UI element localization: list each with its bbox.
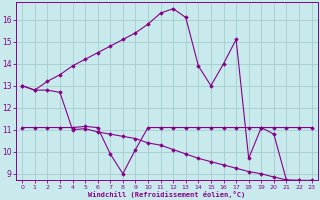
X-axis label: Windchill (Refroidissement éolien,°C): Windchill (Refroidissement éolien,°C) bbox=[88, 191, 245, 198]
